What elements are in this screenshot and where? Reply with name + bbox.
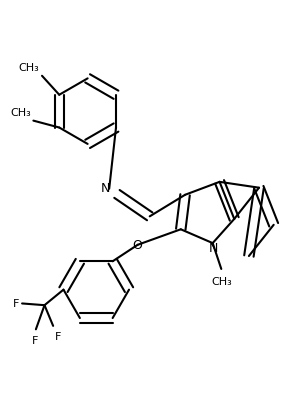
Text: CH₃: CH₃ (211, 276, 232, 286)
Text: O: O (133, 239, 143, 252)
Text: F: F (55, 331, 61, 341)
Text: F: F (32, 335, 38, 345)
Text: N: N (101, 181, 110, 194)
Text: CH₃: CH₃ (19, 63, 39, 73)
Text: F: F (13, 298, 20, 308)
Text: CH₃: CH₃ (10, 108, 31, 118)
Text: N: N (209, 241, 218, 254)
